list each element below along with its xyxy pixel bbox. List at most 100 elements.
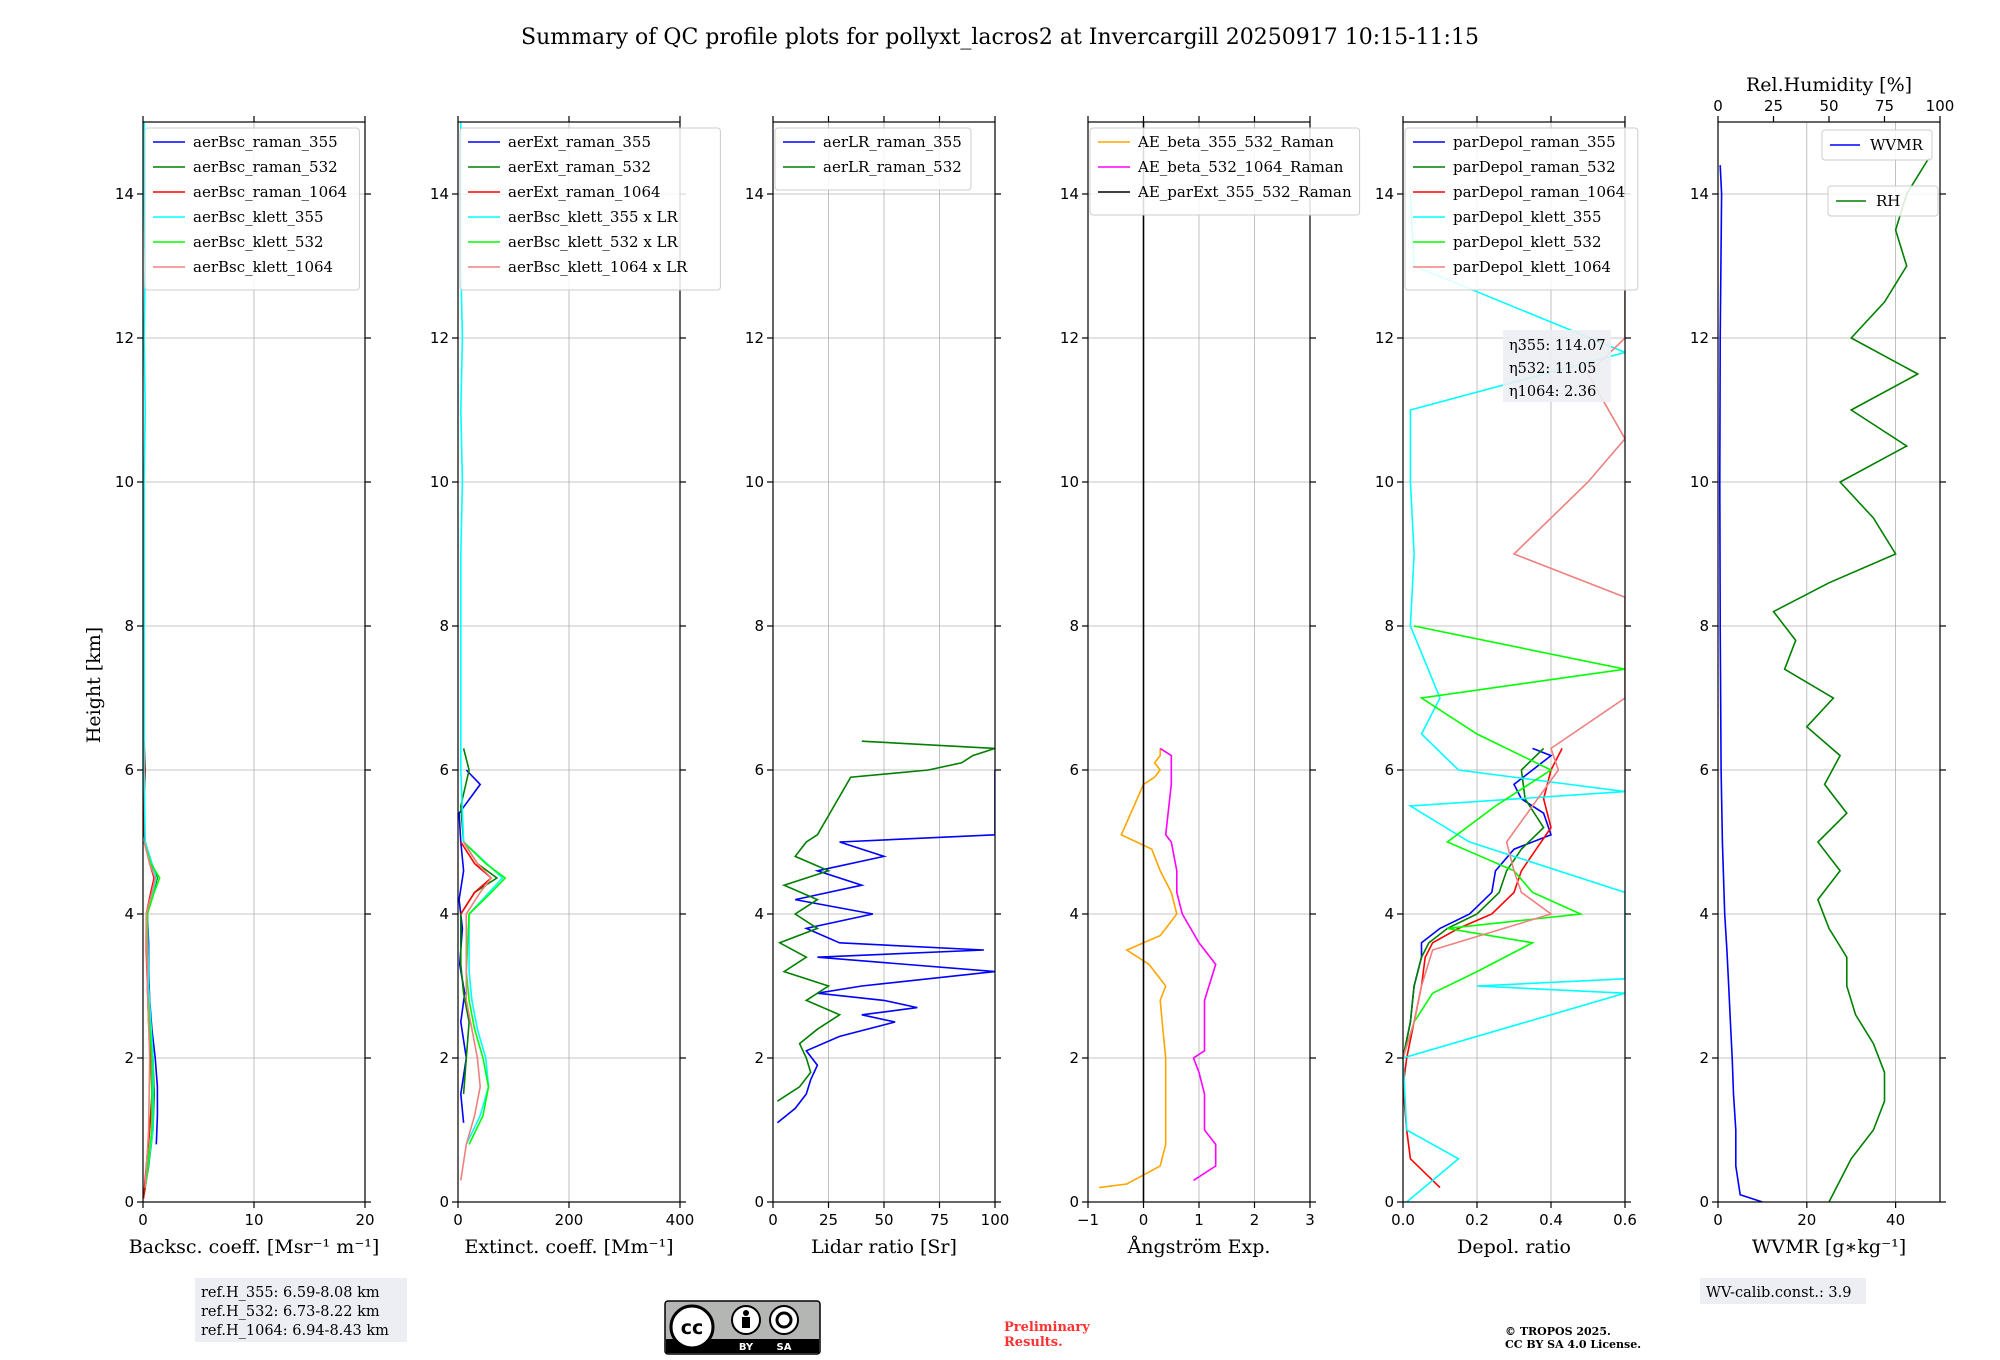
y-tick-label: 12 (745, 329, 764, 347)
series-group (1719, 157, 1930, 1202)
y-tick-label: 4 (1069, 905, 1079, 923)
y-tick-label: 8 (1699, 617, 1709, 635)
y-tick-label: 12 (115, 329, 134, 347)
legend-label: aerLR_raman_532 (823, 158, 962, 176)
x-tick-label: 1 (1194, 1211, 1204, 1229)
panel-3: 0 2 4 6 8 10 12 14 0 25 50 75 100 Lidar ratio [Sr] aer… (745, 116, 1009, 1258)
y-tick-label: 12 (1375, 329, 1394, 347)
cc-license-badge: cc BY SA (664, 1300, 821, 1355)
x-top-tick-label: 25 (1764, 97, 1783, 115)
x-axis-label: Lidar ratio [Sr] (811, 1236, 957, 1258)
legend-label: parDepol_klett_532 (1453, 233, 1602, 251)
y-tick-label: 14 (430, 185, 449, 203)
x-top-tick-label: 75 (1875, 97, 1894, 115)
y-tick-label: 14 (115, 185, 134, 203)
y-tick-label: 6 (1069, 761, 1079, 779)
legend-label: aerExt_raman_355 (508, 133, 651, 151)
panel-2: 0 2 4 6 8 10 12 14 0 200 400 Extinct. coeff. [Mm⁻¹]… (430, 116, 721, 1258)
y-tick-label: 8 (124, 617, 134, 635)
legend-box (1827, 185, 1939, 217)
x-tick-label: 0 (453, 1211, 463, 1229)
y-tick-label: 0 (124, 1193, 134, 1211)
sa-label: SA (777, 1342, 792, 1353)
y-tick-label: 12 (1690, 329, 1709, 347)
legend-box (1089, 127, 1361, 216)
x-tick-label: 20 (355, 1211, 374, 1229)
y-tick-label: 8 (754, 617, 764, 635)
panel-5: 0 2 4 6 8 10 12 14 0.0 0.2 0.4 0.6 Depol. ratio parDe… (1375, 116, 1639, 1258)
legend-label: parDepol_raman_355 (1453, 133, 1616, 151)
legend-label: aerExt_raman_532 (508, 158, 651, 176)
x-tick-label: 20 (1797, 1211, 1816, 1229)
x-tick-label: 0.0 (1391, 1211, 1415, 1229)
y-tick-label: 2 (1699, 1049, 1709, 1067)
legend-label: aerBsc_klett_355 (193, 208, 324, 226)
legend-box (1404, 127, 1639, 291)
y-tick-label: 4 (439, 905, 449, 923)
legend-box (1821, 129, 1933, 161)
x-tick-label: 2 (1250, 1211, 1260, 1229)
legend-label: aerBsc_klett_532 x LR (508, 233, 679, 251)
legend-box (774, 127, 972, 191)
axes-frame (1402, 121, 1626, 1203)
x-tick-label: 50 (874, 1211, 893, 1229)
series-line-aerLR_raman_532 (776, 740, 995, 1102)
y-tick-label: 8 (1384, 617, 1394, 635)
y-tick-label: 10 (1690, 473, 1709, 491)
y-tick-label: 0 (439, 1193, 449, 1211)
x-tick-label: 0 (138, 1211, 148, 1229)
series-line-AE_beta_355_532_Raman (1098, 748, 1178, 1189)
series-line-WVMR (1719, 165, 1763, 1202)
legend-box (459, 127, 721, 291)
series-group (776, 740, 995, 1124)
preliminary-line-2: Results. (1004, 1335, 1063, 1350)
legend-label: parDepol_klett_1064 (1453, 258, 1611, 276)
eta-annotation-line: η532: 11.05 (1509, 361, 1596, 377)
x-top-tick-label: 100 (1926, 97, 1955, 115)
refh-box: ref.H_355: 6.59-8.08 km ref.H_532: 6.73-… (195, 1278, 407, 1342)
x-axis-label: Extinct. coeff. [Mm⁻¹] (464, 1236, 673, 1258)
eta-annotation-line: η355: 114.07 (1509, 338, 1606, 354)
sa-share-icon (769, 1305, 799, 1335)
legend-label: aerBsc_klett_1064 (193, 258, 333, 276)
x-tick-label: 3 (1305, 1211, 1315, 1229)
series-line-aerBsc_klett_355 (143, 122, 158, 1188)
y-tick-label: 14 (1690, 185, 1709, 203)
legend-label: aerBsc_klett_355 x LR (508, 208, 679, 226)
series-line-aerBsc_klett_1064 (143, 841, 157, 1188)
series-line-parDepol_raman_1064 (1403, 748, 1563, 1189)
x-tick-label: 25 (819, 1211, 838, 1229)
figure-title: Summary of QC profile plots for pollyxt_… (521, 25, 1479, 50)
series-line-aerBsc_klett_532 x LR (463, 841, 507, 1145)
y-tick-label: 10 (1060, 473, 1079, 491)
y-tick-label: 4 (1699, 905, 1709, 923)
y-tick-label: 2 (439, 1049, 449, 1067)
x-top-tick-label: 0 (1713, 97, 1723, 115)
series-line-AE_beta_532_1064_Raman (1159, 747, 1217, 1182)
y-tick-label: 14 (1375, 185, 1394, 203)
y-tick-label: 10 (115, 473, 134, 491)
panel-6: 0 2 4 6 8 10 12 14 0 20 40 0 25 50 75 100 Rel.Humidity [… (1690, 74, 1954, 1258)
x-tick-label: 0 (1139, 1211, 1149, 1229)
y-tick-label: 4 (754, 905, 764, 923)
x-tick-label: 0 (768, 1211, 778, 1229)
y-axis-label: Height [km] (83, 627, 105, 743)
y-tick-label: 0 (1069, 1193, 1079, 1211)
legend-label: AE_beta_532_1064_Raman (1137, 158, 1344, 176)
legend-label: parDepol_klett_355 (1453, 208, 1602, 226)
by-label: BY (739, 1342, 754, 1353)
panel-1: 0 2 4 6 8 10 12 14 0 10 20 Backsc. coeff. [Msr⁻¹ m⁻… (115, 116, 379, 1258)
legend-box (144, 127, 360, 291)
y-tick-label: 8 (439, 617, 449, 635)
x-tick-label: 0.4 (1539, 1211, 1563, 1229)
wv-calib-text: WV-calib.const.: 3.9 (1706, 1285, 1852, 1301)
y-tick-label: 4 (1384, 905, 1394, 923)
y-tick-label: 10 (1375, 473, 1394, 491)
refh-line-355: ref.H_355: 6.59-8.08 km (201, 1285, 380, 1301)
y-tick-label: 0 (1699, 1193, 1709, 1211)
legend-label: AE_beta_355_532_Raman (1137, 133, 1334, 151)
refh-line-532: ref.H_532: 6.73-8.22 km (201, 1304, 380, 1320)
